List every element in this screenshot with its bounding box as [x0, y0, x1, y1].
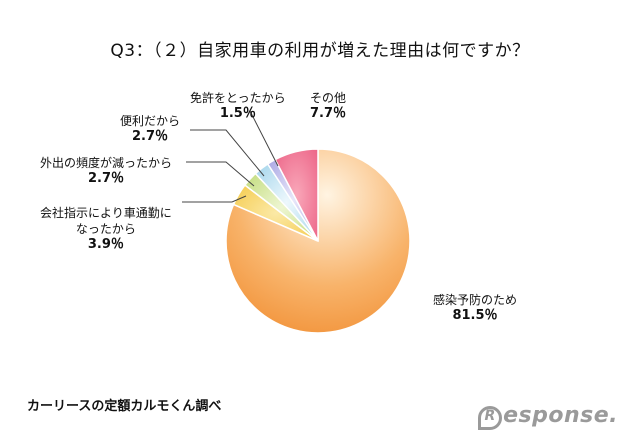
leader-line-license: [249, 110, 279, 167]
label-other: その他 7.7％: [310, 91, 347, 121]
leader-line-outing: [186, 161, 255, 187]
label-license: 免許をとったから 1.5％: [190, 91, 286, 121]
leader-line-convenient: [190, 129, 265, 177]
label-company: 会社指示により車通勤に なったから 3.9％: [40, 206, 172, 252]
label-outing: 外出の頻度が減ったから 2.7％: [40, 156, 173, 186]
source-note: カーリースの定額カルモくん調べ: [27, 399, 222, 414]
leader-line-company: [182, 195, 247, 203]
chart-title: Q3：（２）自家用車の利用が増えた理由は何ですか？: [110, 41, 530, 61]
label-main: 感染予防のため 81.5％: [433, 293, 518, 323]
response-logo-mark: R: [478, 406, 503, 430]
label-convenient: 便利だから 2.7％: [120, 114, 181, 144]
